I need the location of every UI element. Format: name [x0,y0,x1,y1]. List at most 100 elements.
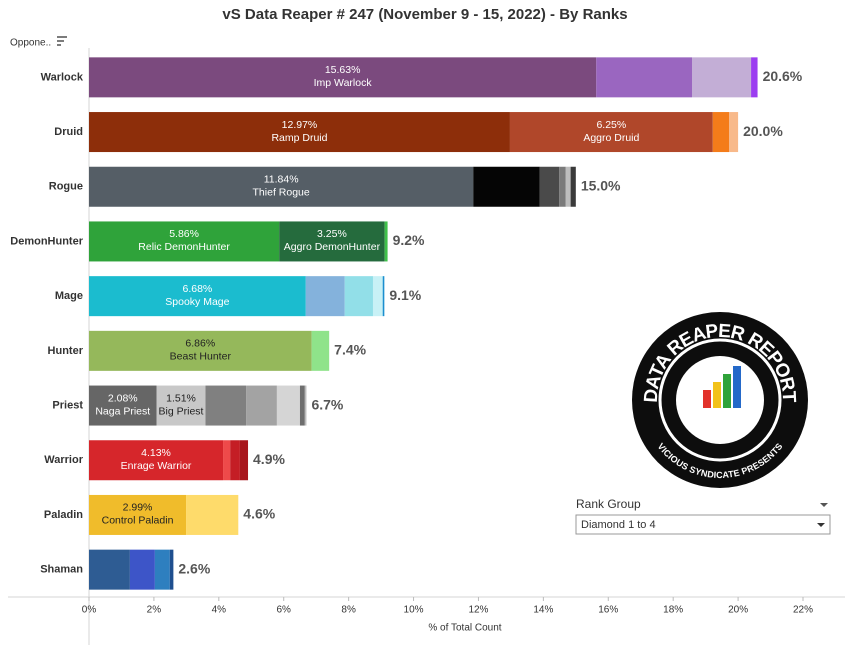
segment-value-label: 12.97% [282,119,318,131]
bar-segment [205,385,247,426]
bar-segment [299,385,305,426]
bar-segment [570,166,576,207]
bar-segment [384,221,388,262]
bar-segment [311,330,330,371]
x-tick-label: 10% [404,605,424,616]
total-label: 15.0% [581,177,621,193]
segment-name: Enrage Warrior [121,460,192,472]
segment-name: Imp Warlock [314,77,373,89]
x-axis-title: % of Total Count [428,623,501,634]
y-tick-label: Mage [55,290,83,302]
total-label: 7.4% [334,342,366,358]
bar-segment [276,385,300,426]
total-label: 6.7% [311,396,343,412]
x-tick-label: 14% [533,605,553,616]
logo: DATA REAPER REPORT VICIOUS SYNDICATE PRE… [632,312,808,488]
segment-value-label: 4.13% [141,447,171,459]
segment-value-label: 5.86% [169,228,199,240]
segment-name: Thief Rogue [253,187,310,199]
segment-value-label: 2.08% [108,392,138,404]
y-tick-label: Warlock [41,71,84,83]
x-tick-label: 4% [212,605,227,616]
bar-segment [169,549,174,590]
bar-segment [596,57,693,98]
bar-segment [729,112,739,153]
segment-value-label: 11.84% [264,174,299,186]
bar-segment [692,57,752,98]
bar-segment [239,440,249,481]
bar-segment [89,440,224,481]
bar-segment [539,166,560,207]
bar-segment [372,276,383,317]
segment-name: Spooky Mage [165,296,229,308]
x-tick-label: 16% [598,605,618,616]
y-header: Oppone.. [10,38,51,49]
bar-segment [279,221,385,262]
segment-name: Aggro DemonHunter [284,241,381,253]
sort-icon[interactable] [57,36,67,46]
x-tick-label: 12% [468,605,488,616]
bar-segment [154,549,170,590]
segment-name: Beast Hunter [170,351,232,363]
segment-name: Control Paladin [102,515,174,527]
bar-segment [382,276,385,317]
bar-segment [89,494,187,535]
total-label: 2.6% [178,560,210,576]
dropdown[interactable] [575,514,831,535]
bar-segment [473,166,540,207]
x-tick-label: 2% [147,605,162,616]
bar-segment [129,549,155,590]
total-label: 9.1% [389,287,421,303]
x-tick-label: 8% [341,605,356,616]
total-label: 20.0% [743,123,783,139]
y-tick-label: Paladin [44,509,83,521]
filter-label: Rank Group [576,497,641,511]
x-tick-label: 6% [277,605,292,616]
bar-segment [559,166,566,207]
total-label: 4.6% [243,506,275,522]
bar-segment [230,440,240,481]
bar-segment [89,549,130,590]
segment-value-label: 1.51% [166,392,196,404]
segment-value-label: 15.63% [325,64,361,76]
dropdown-arrow [817,523,825,527]
dropdown-value: Diamond 1 to 4 [581,519,656,531]
logo-ring [658,338,782,462]
segment-value-label: 6.68% [183,283,213,295]
bar-segment [89,221,280,262]
bar-segment [751,57,758,98]
filter-menu[interactable] [820,503,828,507]
segment-value-label: 6.25% [596,119,626,131]
bar-segment [712,112,730,153]
bar-segment [223,440,231,481]
bar-segment [509,112,713,153]
bar-segment [89,276,306,317]
bar-segment [89,385,157,426]
segment-name: Aggro Druid [583,132,639,144]
chart-title: vS Data Reaper # 247 (November 9 - 15, 2… [222,6,627,23]
bar-segment [89,57,597,98]
y-tick-label: Shaman [40,564,83,576]
segment-value-label: 2.99% [123,502,153,514]
y-tick-label: Hunter [48,345,84,357]
segment-name: Big Priest [159,405,204,417]
x-tick-label: 20% [728,605,748,616]
y-tick-label: Priest [52,399,83,411]
segment-name: Relic DemonHunter [138,241,230,253]
x-tick-label: 0% [82,605,97,616]
bar-segment [565,166,571,207]
segment-value-label: 6.86% [185,338,215,350]
segment-name: Ramp Druid [271,132,327,144]
segment-value-label: 3.25% [317,228,347,240]
bar-segment [304,385,307,426]
bar-segment [186,494,239,535]
x-tick-label: 22% [793,605,813,616]
y-tick-label: Druid [54,126,83,138]
total-label: 9.2% [393,232,425,248]
bar-segment [156,385,206,426]
y-tick-label: Rogue [49,181,83,193]
x-tick-label: 18% [663,605,683,616]
bar-segment [89,112,510,153]
bar-segment [246,385,277,426]
